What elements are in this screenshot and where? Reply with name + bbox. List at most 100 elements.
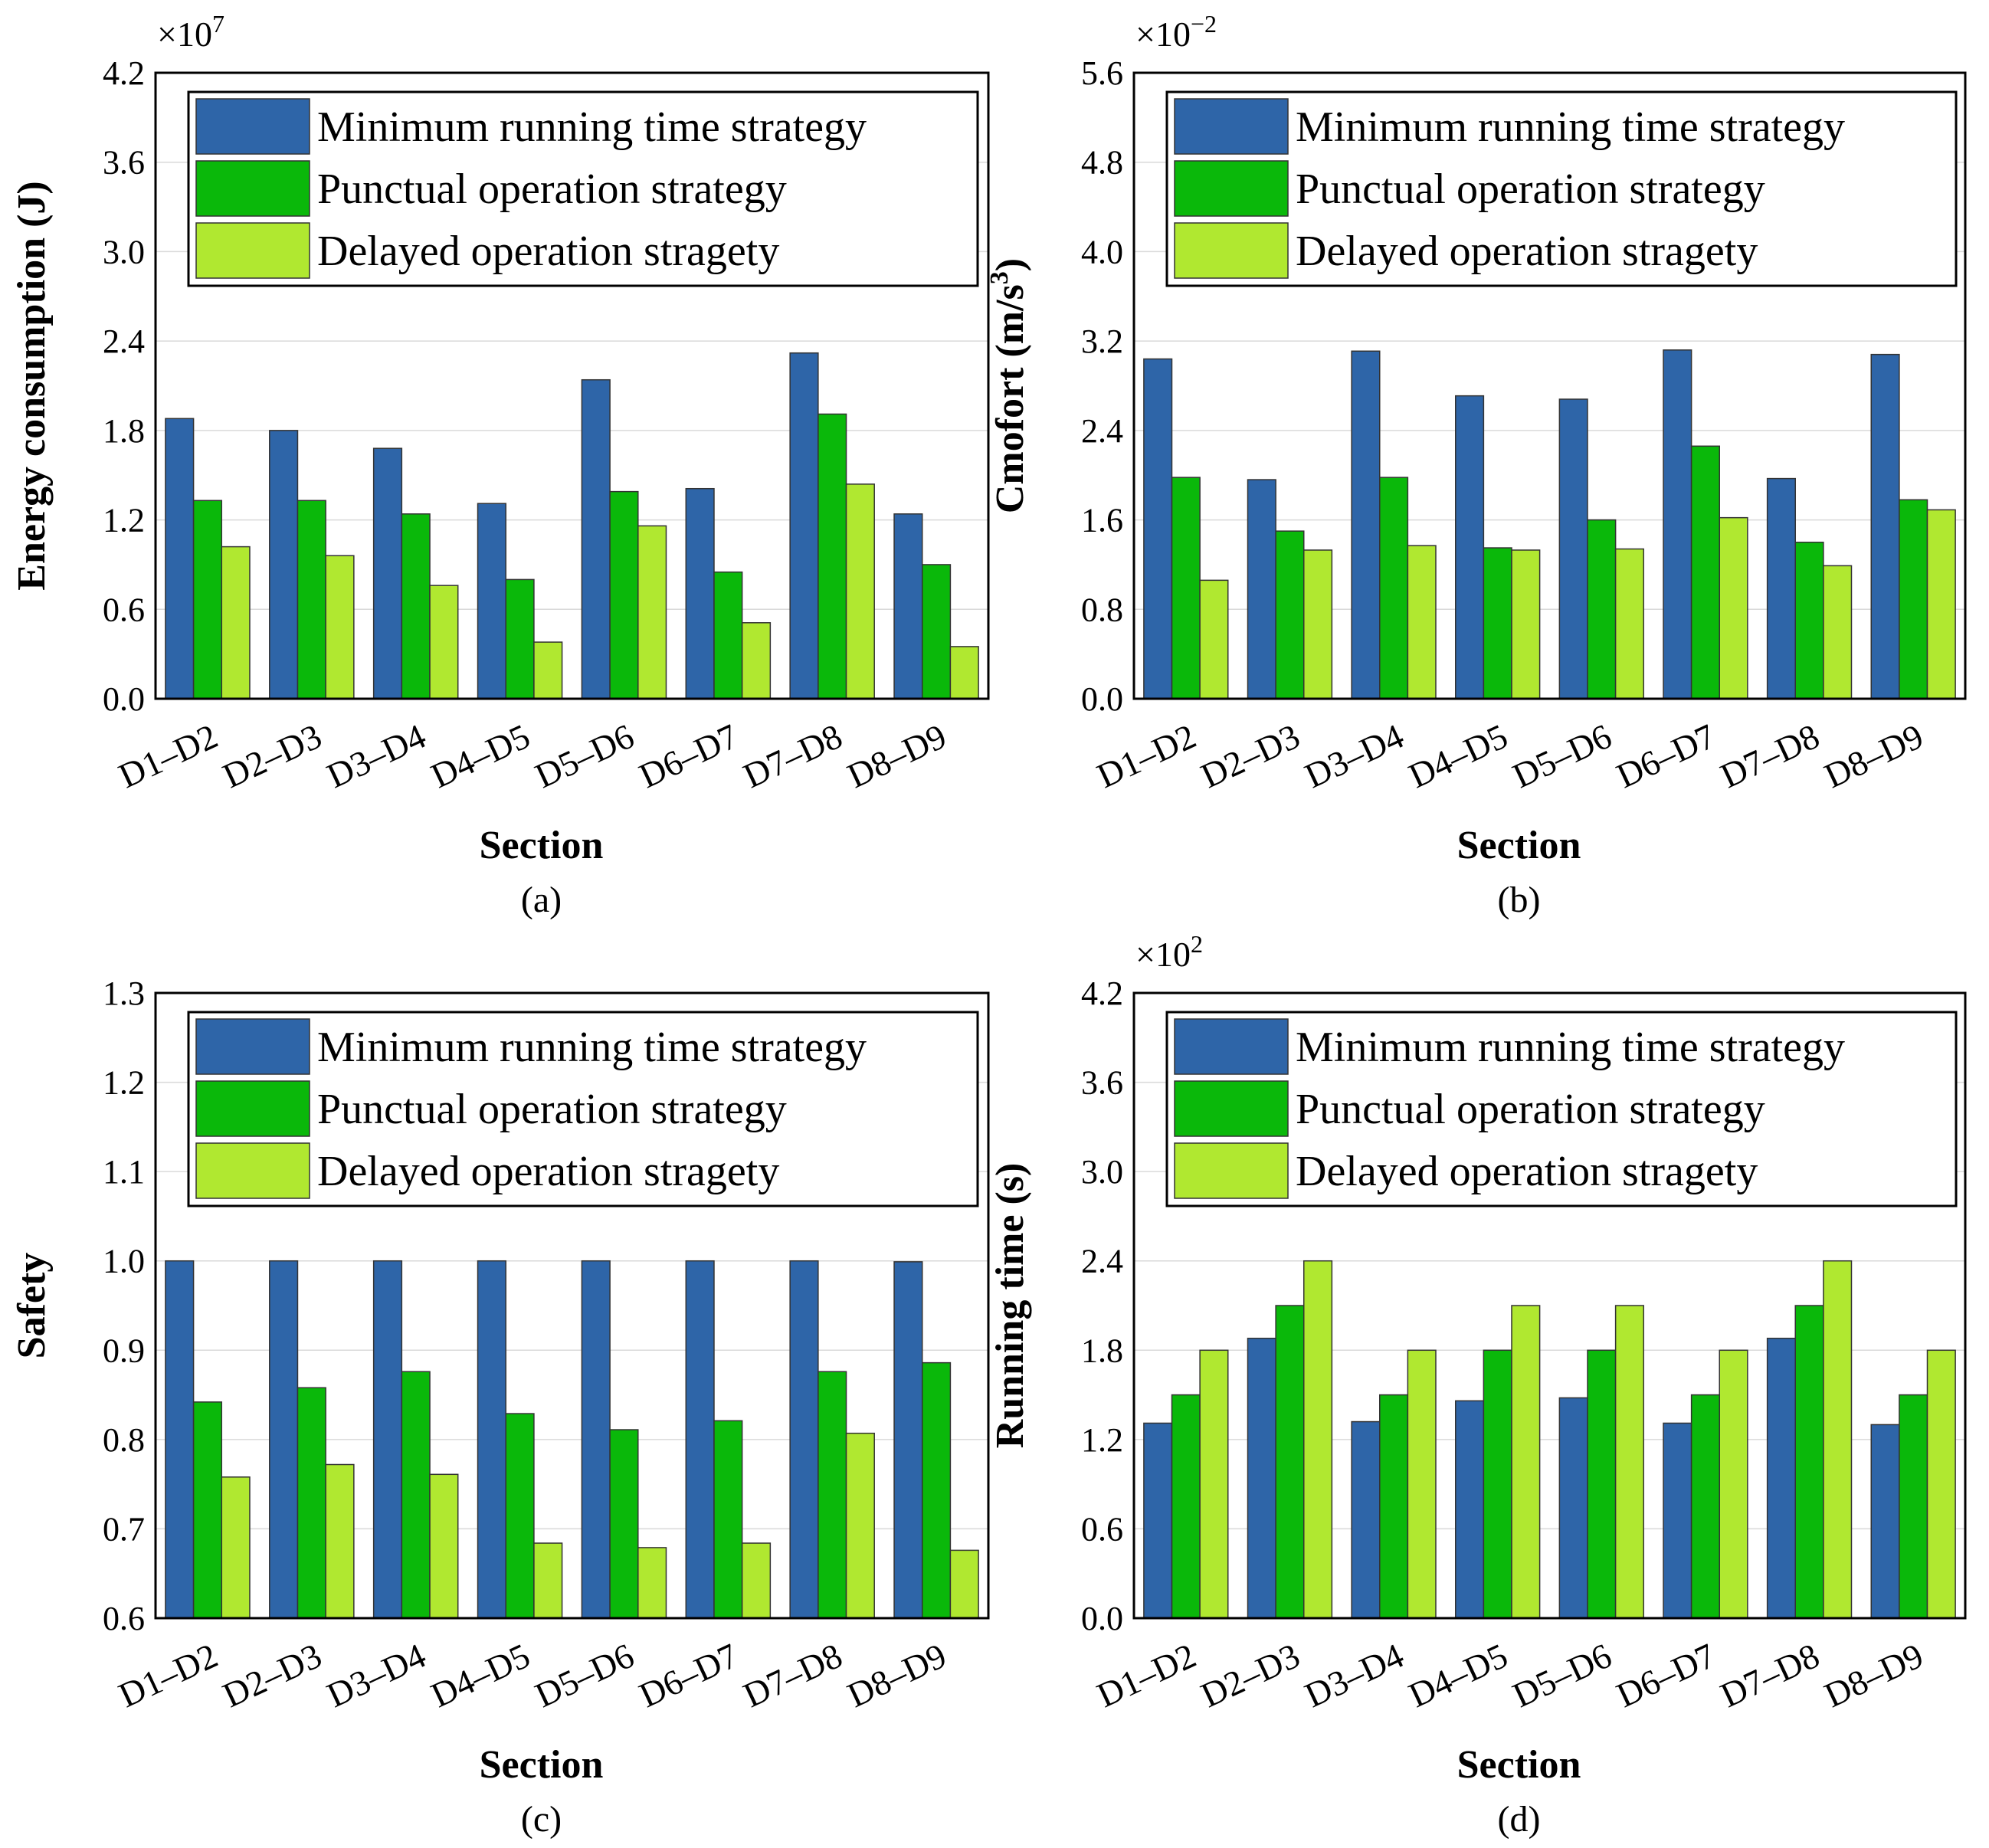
legend-swatch <box>195 1080 310 1137</box>
y-tick-label: 1.8 <box>1081 1332 1123 1369</box>
bar-c-s0-0 <box>165 1260 195 1619</box>
x-tick-label: D5–D6 <box>1506 1636 1617 1715</box>
x-axis-label: Section <box>480 1743 604 1787</box>
x-axis-label: Section <box>1457 824 1581 867</box>
y-tick-label: 5.6 <box>1081 54 1123 92</box>
bar-d-s2-6 <box>1823 1260 1853 1619</box>
bar-a-s2-1 <box>325 555 355 700</box>
y-tick-label: 0.0 <box>1081 1600 1123 1637</box>
bar-d-s0-6 <box>1766 1337 1797 1619</box>
legend-label: Delayed operation stragety <box>1296 228 1758 275</box>
legend-label: Punctual operation strategy <box>317 165 787 213</box>
bar-b-s0-4 <box>1558 398 1588 700</box>
x-tick-label: D1–D2 <box>113 716 223 795</box>
y-multiplier: ×102 <box>1135 930 1203 974</box>
bar-c-s2-2 <box>429 1473 459 1619</box>
x-tick-label: D3–D4 <box>1299 716 1409 795</box>
bar-d-s2-4 <box>1614 1305 1644 1619</box>
legend-label: Delayed operation stragety <box>317 1148 779 1195</box>
bar-b-s1-7 <box>1899 499 1928 700</box>
bar-d-s2-5 <box>1719 1349 1748 1619</box>
x-tick-label: D1–D2 <box>1091 716 1201 795</box>
bar-a-s2-6 <box>845 483 875 700</box>
bar-b-s2-5 <box>1719 516 1748 700</box>
y-tick-label: 2.4 <box>103 323 145 360</box>
legend-label: Minimum running time strategy <box>317 1024 867 1071</box>
bar-d-s2-0 <box>1199 1349 1229 1619</box>
bar-a-s1-1 <box>297 500 326 700</box>
legend: Minimum running time strategy Punctual op… <box>1165 90 1958 287</box>
bar-d-s2-7 <box>1926 1349 1956 1619</box>
bar-b-s2-2 <box>1407 545 1437 700</box>
bar-c-s2-1 <box>325 1463 355 1619</box>
y-tick-label: 0.6 <box>103 591 145 628</box>
bar-c-s2-4 <box>637 1547 667 1619</box>
bar-c-s1-3 <box>505 1413 535 1619</box>
legend-swatch <box>1174 1080 1289 1137</box>
x-tick-label: D4–D5 <box>425 1636 536 1715</box>
y-axis-label: Safety <box>10 1253 54 1359</box>
legend-box <box>1165 90 1958 287</box>
x-tick-label: D5–D6 <box>529 1636 640 1715</box>
x-tick-label: D3–D4 <box>321 716 431 795</box>
bar-a-s2-4 <box>637 525 667 700</box>
bar-b-s0-3 <box>1455 395 1485 700</box>
bar-a-s2-0 <box>221 546 251 700</box>
x-tick-label: D4–D5 <box>1403 716 1513 795</box>
legend-swatch <box>195 222 310 279</box>
bar-d-s1-5 <box>1690 1394 1720 1619</box>
bar-b-s0-0 <box>1143 358 1173 700</box>
y-tick-label: 4.0 <box>1081 233 1123 270</box>
bar-d-s2-1 <box>1303 1260 1333 1619</box>
bar-d-s1-1 <box>1275 1305 1305 1619</box>
legend-swatch <box>1174 222 1289 279</box>
legend-label: Punctual operation strategy <box>317 1086 787 1133</box>
panel-caption: (a) <box>521 880 562 920</box>
bar-d-s2-3 <box>1511 1305 1541 1619</box>
legend-box <box>187 1011 979 1207</box>
y-multiplier: ×107 <box>157 10 224 54</box>
bar-c-s2-3 <box>533 1542 563 1619</box>
y-tick-label: 0.9 <box>103 1332 145 1369</box>
bar-a-s2-3 <box>533 641 563 700</box>
bar-d-s1-3 <box>1483 1349 1512 1619</box>
bar-b-s0-1 <box>1247 479 1276 700</box>
legend-swatch <box>1174 98 1289 155</box>
x-tick-label: D8–D9 <box>841 1636 952 1715</box>
y-tick-label: 3.6 <box>103 144 145 182</box>
x-axis-label: Section <box>1457 1743 1581 1787</box>
y-tick-label: 3.0 <box>1081 1153 1123 1191</box>
legend-swatch <box>195 1142 310 1199</box>
bar-a-s0-4 <box>581 378 611 700</box>
bar-a-s2-7 <box>949 646 979 700</box>
bar-b-s0-6 <box>1766 477 1797 700</box>
chart-panel-b: 0.00.81.62.43.24.04.85.6D1–D2D2–D3D3–D4D… <box>985 10 1967 920</box>
x-tick-label: D1–D2 <box>1091 1636 1201 1715</box>
bar-d-s0-0 <box>1143 1422 1173 1619</box>
bar-d-s0-1 <box>1247 1337 1276 1619</box>
legend-swatch <box>195 160 310 217</box>
y-tick-label: 0.0 <box>1081 680 1123 718</box>
legend-swatch <box>1174 1018 1289 1075</box>
bar-c-s1-4 <box>609 1429 639 1619</box>
bar-c-s1-1 <box>297 1387 326 1619</box>
x-tick-label: D7–D8 <box>737 716 847 795</box>
bar-a-s0-0 <box>165 418 195 700</box>
bar-c-s0-2 <box>372 1260 403 1619</box>
bar-c-s2-6 <box>845 1432 875 1619</box>
x-tick-label: D2–D3 <box>1195 1636 1306 1715</box>
bar-b-s1-5 <box>1690 445 1720 700</box>
y-axis-label: Energy consumption (J) <box>10 181 54 590</box>
y-tick-label: 3.0 <box>103 233 145 270</box>
x-tick-label: D4–D5 <box>1403 1636 1513 1715</box>
y-multiplier: ×10−2 <box>1135 10 1217 54</box>
panel-caption: (b) <box>1498 880 1541 920</box>
y-tick-label: 0.6 <box>1081 1510 1123 1548</box>
bar-d-s0-3 <box>1455 1400 1485 1619</box>
x-tick-label: D7–D8 <box>737 1636 847 1715</box>
bar-a-s0-2 <box>372 447 403 700</box>
y-tick-label: 4.2 <box>103 54 145 92</box>
y-tick-label: 1.2 <box>103 502 145 539</box>
bar-b-s2-1 <box>1303 549 1333 700</box>
x-tick-label: D2–D3 <box>217 1636 327 1715</box>
